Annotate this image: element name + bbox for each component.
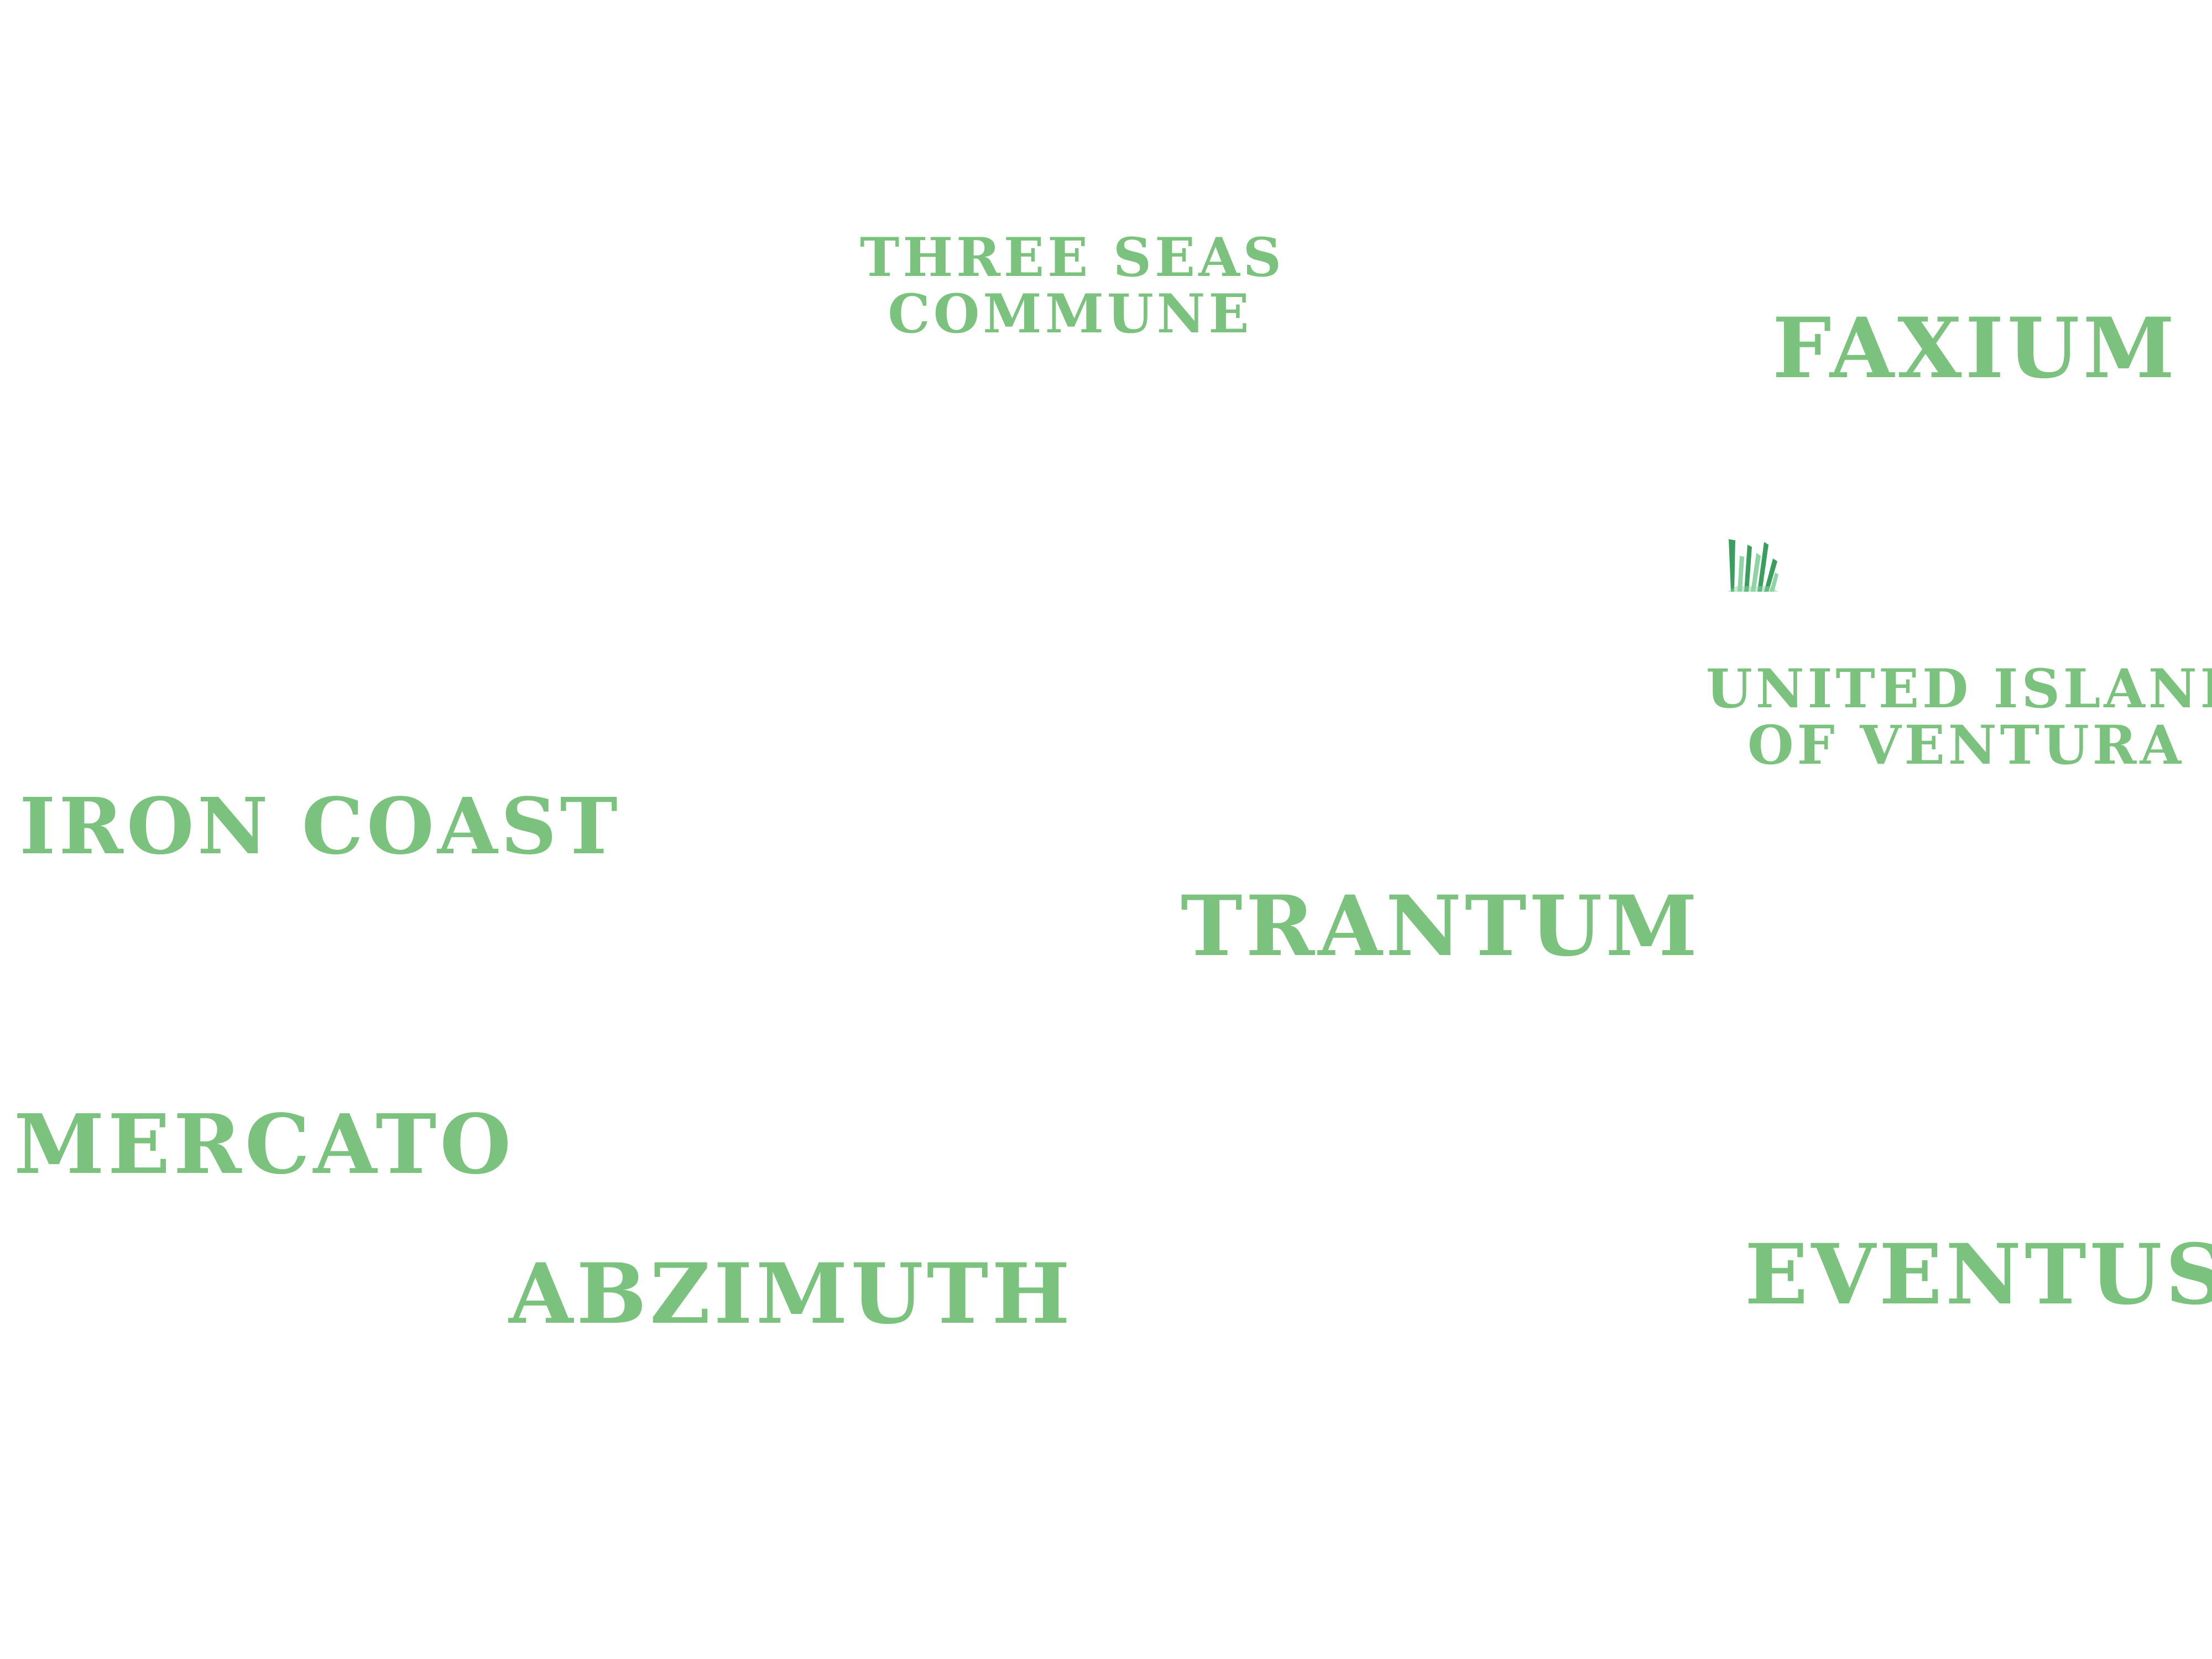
- region-label-line: COMMUNE: [888, 282, 1253, 345]
- region-label-eventus: EVENTUS: [1745, 1226, 2212, 1323]
- region-label-mercato: MERCATO: [14, 1096, 515, 1192]
- region-label-faxium: FAXIUM: [1772, 300, 2178, 397]
- region-label-line: OF VENTURA: [1747, 713, 2185, 776]
- region-label-iron-coast: IRON COAST: [19, 781, 621, 872]
- region-label-line: UNITED ISLANDS: [1706, 658, 2212, 720]
- region-label-abzimuth: ABZIMUTH: [509, 1245, 1074, 1343]
- region-label-trantum: TRANTUM: [1181, 878, 1701, 975]
- region-label-line: THREE SEAS: [860, 226, 1285, 289]
- region-label-united-islands-of-ventura: UNITED ISLANDS OF VENTURA: [1706, 661, 2212, 774]
- grass-tuft-icon: [1725, 534, 1781, 594]
- region-label-three-seas-commune: THREE SEAS COMMUNE: [860, 226, 1285, 345]
